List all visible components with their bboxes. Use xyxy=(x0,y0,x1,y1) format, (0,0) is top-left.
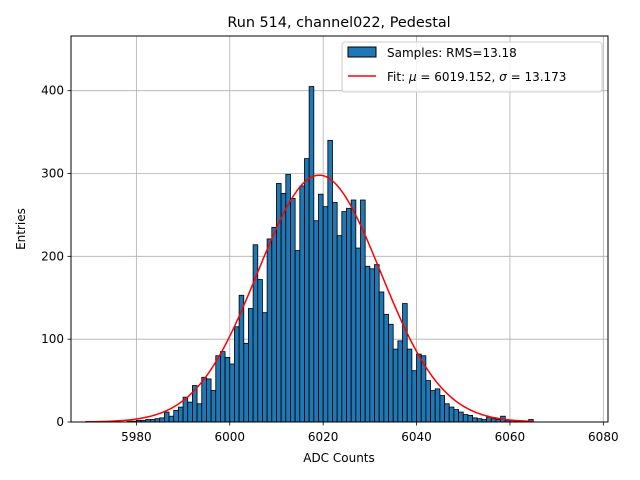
histogram-bar xyxy=(406,348,413,423)
histogram-bar xyxy=(215,355,221,423)
histogram-bar xyxy=(163,411,170,423)
histogram-bar xyxy=(262,312,268,423)
x-tick-label: 6080 xyxy=(588,430,619,444)
histogram-bar xyxy=(210,390,217,423)
legend-fit-label: Fit: μ = 6019.152, σ = 13.173 xyxy=(387,70,566,84)
legend-mu-value: = 6019.152, xyxy=(417,70,500,84)
y-tick-label: 0 xyxy=(56,415,64,429)
histogram-bar xyxy=(220,351,226,423)
x-axis-label: ADC Counts xyxy=(303,451,375,465)
histogram-bar xyxy=(177,406,184,423)
plot-frame xyxy=(70,35,609,423)
histogram-bar xyxy=(383,313,389,423)
legend-fit-prefix: Fit: xyxy=(387,70,409,84)
x-tick-label: 6040 xyxy=(401,430,432,444)
x-axis-ticks: 5980 6000 6020 6040 6060 6080 xyxy=(121,422,619,444)
histogram-bar xyxy=(416,353,422,423)
legend-sigma-value: = 13.173 xyxy=(507,70,567,84)
fit-curve xyxy=(85,174,534,423)
histogram-bar xyxy=(318,193,324,423)
histogram-bar xyxy=(290,197,296,423)
legend-sigma-symbol: σ xyxy=(499,70,507,84)
y-tick-label: 400 xyxy=(41,84,64,98)
legend: Samples: RMS=13.18 Fit: μ = 6019.152, σ … xyxy=(341,41,603,93)
histogram-bar xyxy=(467,414,473,423)
histogram-bar xyxy=(168,415,175,423)
legend-samples-swatch xyxy=(347,46,377,58)
histogram-bar xyxy=(346,207,352,423)
histogram-bar xyxy=(378,291,385,423)
histogram-bar xyxy=(434,388,441,423)
histogram-bar xyxy=(322,206,329,423)
histogram-bar xyxy=(266,238,273,423)
histogram-bar xyxy=(285,173,291,423)
histogram-bar xyxy=(294,250,301,423)
histogram-bar xyxy=(206,378,212,423)
histogram-bar xyxy=(355,247,361,423)
histogram-bar xyxy=(159,417,165,423)
histogram-bar xyxy=(308,86,315,423)
histogram-bar xyxy=(201,376,207,423)
y-axis-ticks: 0 100 200 300 400 xyxy=(41,84,71,429)
histogram-bar xyxy=(248,308,254,423)
x-tick-label: 6000 xyxy=(214,430,245,444)
histogram-bar xyxy=(332,202,338,423)
histogram-bar xyxy=(364,265,371,423)
y-tick-label: 200 xyxy=(41,249,64,263)
histogram-bar xyxy=(369,268,375,423)
y-tick-label: 300 xyxy=(41,167,64,181)
histogram-bar xyxy=(280,192,287,423)
histogram-bar xyxy=(336,235,343,423)
histogram-bar xyxy=(458,411,464,423)
histogram-bar xyxy=(304,158,310,423)
histogram-bar xyxy=(224,356,231,423)
histogram-bar xyxy=(374,264,380,423)
histogram-bar xyxy=(252,244,259,423)
histogram-bar xyxy=(187,401,193,423)
histogram-bar xyxy=(472,417,478,423)
histogram-bar xyxy=(439,395,445,423)
histogram-bar xyxy=(430,390,436,423)
histogram-bar xyxy=(486,416,492,423)
x-tick-label: 5980 xyxy=(121,430,152,444)
x-tick-label: 6060 xyxy=(495,430,526,444)
histogram-bars xyxy=(126,86,534,423)
histogram-bar xyxy=(448,406,455,423)
histogram-bar xyxy=(397,340,403,423)
y-tick-label: 100 xyxy=(41,332,64,346)
histogram-bar xyxy=(327,139,333,423)
histogram-bar xyxy=(257,279,263,423)
histogram-bar xyxy=(173,410,179,423)
y-axis-label: Entries xyxy=(14,208,28,250)
histogram-bar xyxy=(453,409,459,423)
histogram-bar xyxy=(411,370,417,423)
histogram-bar xyxy=(271,226,277,423)
histogram-bar xyxy=(243,342,249,423)
histogram-bar xyxy=(299,185,305,423)
histogram-bar xyxy=(234,326,240,423)
histogram-bar xyxy=(229,363,235,423)
legend-samples-label: Samples: RMS=13.18 xyxy=(387,46,517,60)
histogram-bar xyxy=(392,348,399,423)
legend-box xyxy=(341,41,603,93)
chart-title: Run 514, channel022, Pedestal xyxy=(227,15,450,31)
histogram-bar xyxy=(313,220,319,423)
histogram-bar xyxy=(402,303,408,423)
legend-mu-symbol: μ xyxy=(408,70,417,84)
histogram-bar xyxy=(341,211,347,423)
histogram-bar xyxy=(388,323,394,423)
histogram-bar xyxy=(462,414,469,423)
x-tick-label: 6020 xyxy=(308,430,339,444)
histogram-bar xyxy=(196,403,203,423)
histogram-bar xyxy=(350,199,357,423)
histogram-bar xyxy=(425,380,431,423)
histogram-bar xyxy=(444,403,450,423)
